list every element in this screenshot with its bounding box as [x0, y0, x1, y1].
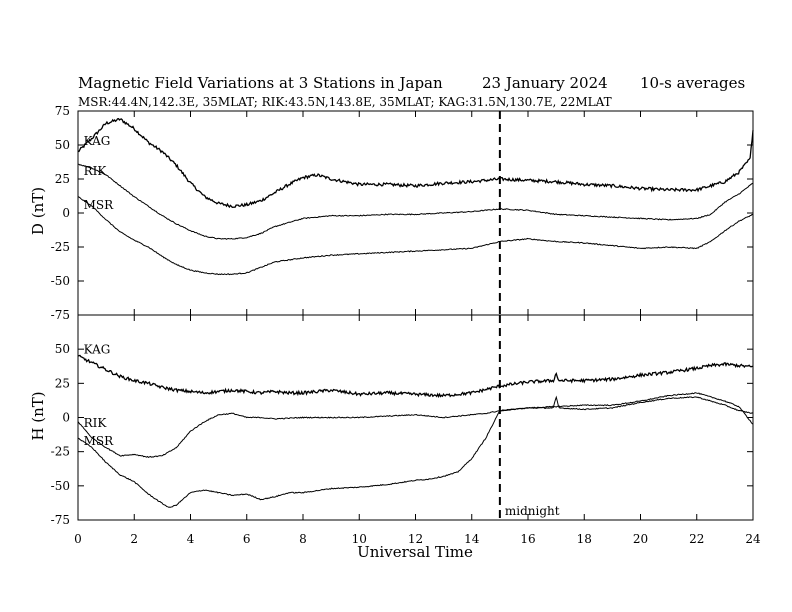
y-tick-label: 75	[55, 104, 70, 118]
series-line-kag	[77, 354, 754, 399]
series-line-msr	[77, 195, 754, 276]
x-tick-label: 12	[408, 532, 423, 546]
x-tick-label: 24	[745, 532, 761, 546]
series-label-kag: KAG	[84, 134, 111, 148]
y-tick-label: -25	[51, 445, 70, 459]
chart-date: 23 January 2024	[482, 74, 608, 92]
y-tick-label: 25	[55, 172, 70, 186]
y-tick-label: -50	[51, 479, 70, 493]
x-tick-label: 0	[74, 532, 82, 546]
series-label-rik: RIK	[84, 164, 108, 178]
y-tick-label: 0	[62, 206, 70, 220]
x-tick-label: 10	[352, 532, 367, 546]
x-tick-label: 2	[130, 532, 138, 546]
y-tick-label: -50	[51, 274, 70, 288]
series-label-kag: KAG	[84, 342, 111, 356]
midnight-label: midnight	[505, 504, 560, 518]
chart-note: 10-s averages	[640, 74, 745, 92]
x-axis-title: Universal Time	[357, 543, 473, 561]
chart-subtitle: MSR:44.4N,142.3E, 35MLAT; RIK:43.5N,143.…	[78, 95, 612, 109]
series-label-msr: MSR	[84, 434, 115, 448]
x-tick-label: 18	[577, 532, 592, 546]
chart-title: Magnetic Field Variations at 3 Stations …	[78, 74, 443, 92]
panel-frame-1	[77, 314, 754, 521]
x-tick-label: 6	[243, 532, 251, 546]
y-tick-label: 50	[55, 342, 70, 356]
x-tick-label: 8	[299, 532, 307, 546]
plot-area: 75 50 25 0 -25 -50 -75 KAG RIK MSR 50 25 0 -25 -50 -75 K…	[51, 104, 761, 546]
x-tick-label: 4	[187, 532, 195, 546]
x-tick-label: 14	[464, 532, 480, 546]
y-tick-label: -25	[51, 240, 70, 254]
x-tick-label: 16	[520, 532, 535, 546]
series-label-msr: MSR	[84, 198, 115, 212]
series-line-kag	[77, 118, 754, 209]
panel-h-y-axis-title: H (nT)	[29, 391, 47, 440]
y-tick-label: 50	[55, 138, 70, 152]
panel-d-y-axis-title: D (nT)	[29, 187, 47, 235]
y-tick-label: 25	[55, 376, 70, 390]
series-line-rik	[77, 163, 754, 240]
x-tick-label: 22	[689, 532, 704, 546]
x-tick-label: 20	[633, 532, 648, 546]
panel-frame-0	[77, 110, 754, 316]
y-tick-label: 0	[62, 411, 70, 425]
series-label-rik: RIK	[84, 416, 108, 430]
y-tick-label: -75	[51, 308, 70, 322]
series-line-msr	[77, 395, 754, 508]
series-line-rik	[77, 392, 754, 458]
y-tick-label: -75	[51, 513, 70, 527]
